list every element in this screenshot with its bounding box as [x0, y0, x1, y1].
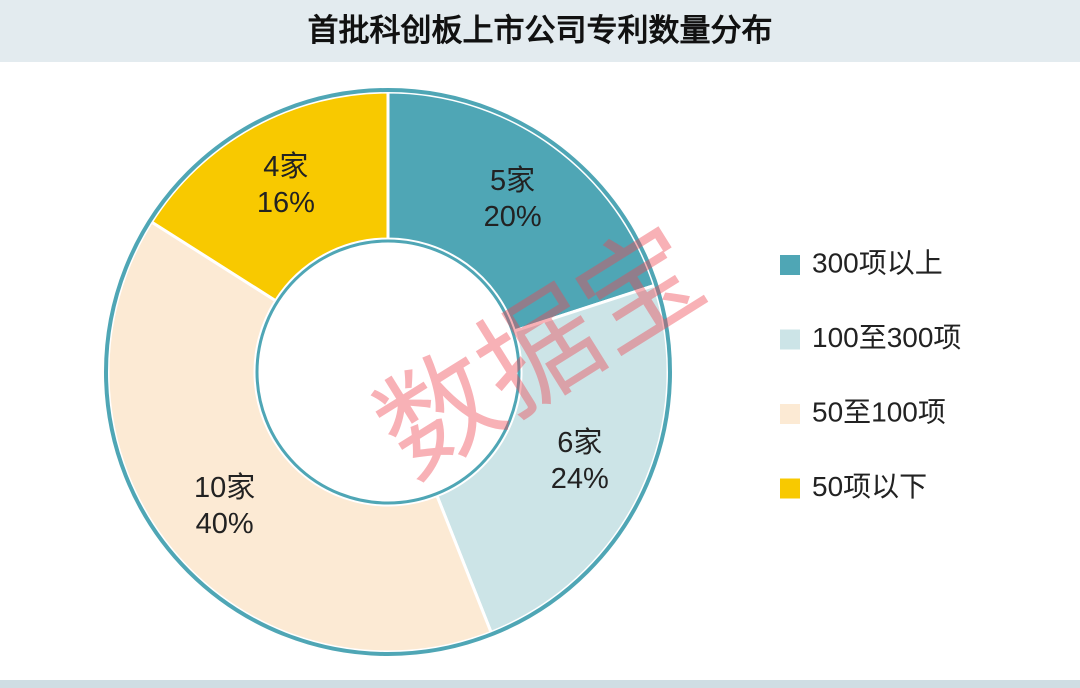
- legend-swatch: [780, 478, 800, 499]
- title-band: [0, 0, 1080, 62]
- bottom-band: [0, 680, 1080, 688]
- value-label: 40%: [196, 508, 254, 540]
- legend-label: 50项以下: [812, 471, 927, 502]
- value-label: 20%: [484, 201, 542, 233]
- legend-label: 300项以上: [812, 247, 943, 278]
- legend-swatch: [780, 255, 800, 275]
- slice: [435, 283, 670, 635]
- count-label: 10家: [194, 471, 255, 504]
- donut: 5家 20% 6家 24% 10家 40% 4家 16%: [104, 88, 672, 656]
- count-label: 5家: [490, 164, 535, 197]
- legend: 300项以上 100至300项 50至100项 50项以下: [780, 247, 961, 502]
- value-label: 16%: [257, 187, 315, 219]
- inner-ring: [255, 239, 521, 505]
- legend-swatch: [780, 404, 800, 424]
- chart-title: 首批科创板上市公司专利数量分布: [308, 13, 773, 48]
- value-label: 24%: [551, 463, 609, 495]
- count-label: 4家: [263, 150, 308, 183]
- legend-label: 50至100项: [812, 396, 946, 427]
- legend-swatch: [780, 329, 800, 350]
- slice: [149, 90, 390, 303]
- count-label: 6家: [557, 426, 602, 459]
- legend-label: 100至300项: [812, 322, 961, 353]
- slice: [106, 219, 494, 654]
- slice: [386, 90, 657, 333]
- outer-ring: [104, 88, 672, 656]
